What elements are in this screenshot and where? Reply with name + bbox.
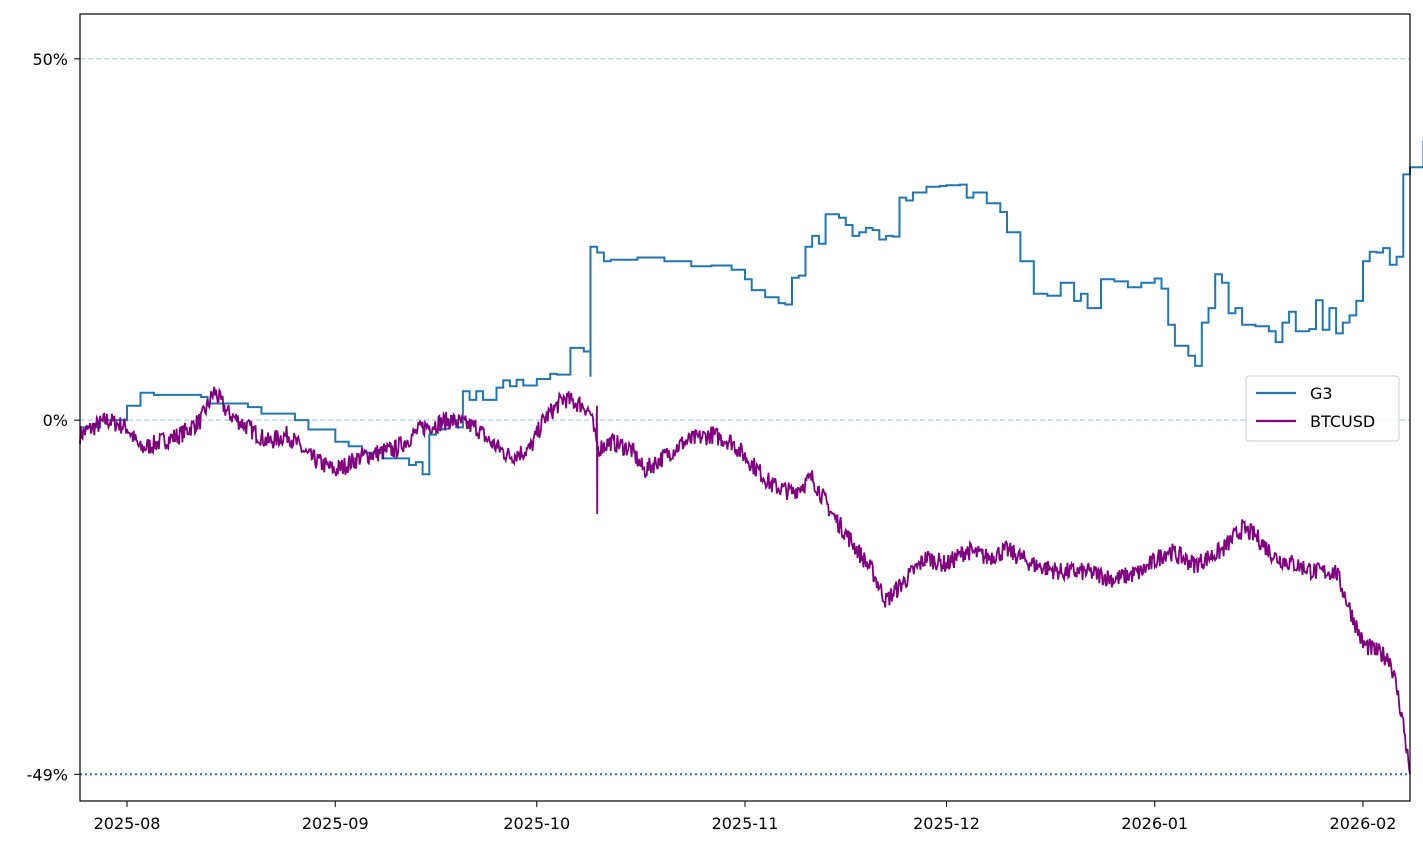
x-tick-label-1: 2025-09 — [302, 814, 369, 833]
x-tick-label-3: 2025-11 — [712, 814, 779, 833]
legend-label-g3: G3 — [1310, 384, 1333, 403]
reference-lines — [80, 58, 1410, 776]
series-line-g3 — [80, 140, 1423, 476]
series-line-btcusd — [79, 386, 1411, 775]
legend: G3 BTCUSD — [1245, 375, 1400, 442]
x-tick-label-6: 2026-02 — [1330, 814, 1397, 833]
plot-frame — [79, 13, 1411, 802]
y-tick-label-2: -49% — [27, 765, 68, 784]
y-tick-label-0: 50% — [32, 50, 68, 69]
series-layer — [79, 140, 1423, 775]
x-tick-label-4: 2025-12 — [913, 814, 980, 833]
legend-label-btcusd: BTCUSD — [1310, 412, 1375, 431]
x-tick-label-5: 2026-01 — [1121, 814, 1188, 833]
x-axis: 2025-08 2025-09 2025-10 2025-11 2025-12 2026-… — [94, 801, 1397, 833]
x-tick-label-2: 2025-10 — [503, 814, 570, 833]
y-tick-label-1: 0% — [43, 411, 68, 430]
y-axis: 50% 0% -49% — [27, 50, 80, 784]
x-tick-label-0: 2025-08 — [94, 814, 161, 833]
